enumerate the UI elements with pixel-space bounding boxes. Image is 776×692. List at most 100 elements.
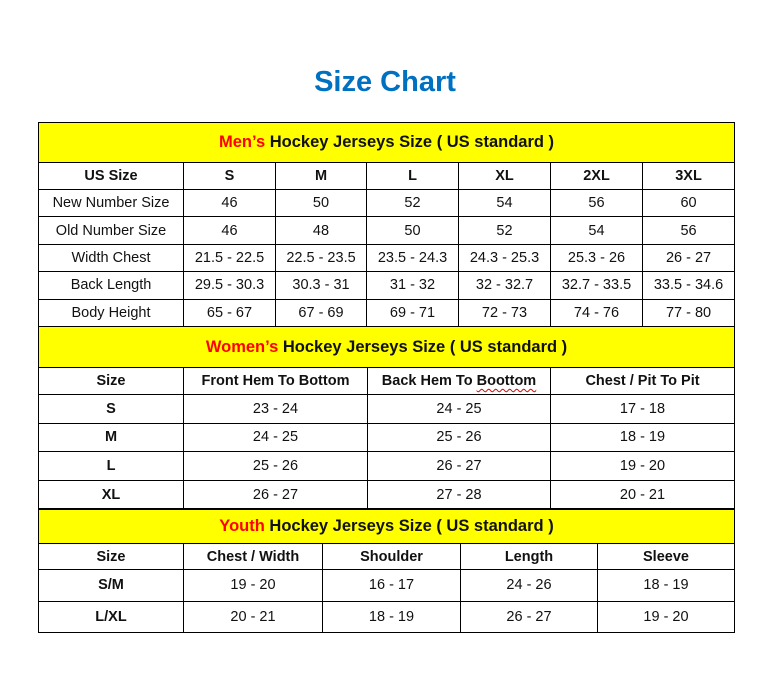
- table-cell: 32 - 32.7: [458, 271, 551, 300]
- table-cell: 54: [458, 188, 551, 218]
- column-header-label-part: Back Hem To: [381, 373, 477, 389]
- column-header: 2XL: [550, 162, 643, 190]
- table-row: M 24 - 25 25 - 26 18 - 19: [38, 422, 736, 453]
- table-cell: 22.5 - 23.5: [275, 243, 367, 273]
- column-header: US Size: [38, 162, 184, 190]
- women-column-headers: Size Front Hem To Bottom Back Hem To Boott…: [38, 367, 736, 395]
- women-header-row: Women’s Hockey Jerseys Size ( US standar…: [37, 326, 736, 368]
- table-cell: 19 - 20: [183, 569, 323, 602]
- table-cell: 65 - 67: [183, 298, 276, 327]
- table-cell: 27 - 28: [367, 479, 551, 510]
- table-cell: 17 - 18: [549, 394, 736, 424]
- table-cell: 50: [366, 216, 459, 245]
- table-cell: 26 - 27: [183, 479, 368, 510]
- table-cell: 32.7 - 33.5: [550, 271, 643, 300]
- column-header-label: Size: [96, 373, 126, 389]
- table-row: S/M 19 - 20 16 - 17 24 - 26 18 - 19: [38, 569, 736, 602]
- column-header-label: L: [408, 168, 417, 184]
- table-cell: 19 - 20: [549, 451, 736, 481]
- table-cell: 18 - 19: [549, 422, 736, 453]
- column-header-label: S: [224, 168, 235, 184]
- table-row: Body Height 65 - 67 67 - 69 69 - 71 72 - 73 7…: [38, 298, 736, 327]
- column-header-label: Front Hem To Bottom: [201, 373, 350, 389]
- youth-header-accent: Youth: [219, 517, 265, 535]
- table-cell: 52: [366, 188, 459, 218]
- table-cell: 25 - 26: [183, 451, 368, 481]
- row-label: S: [38, 394, 184, 424]
- column-header-label: 2XL: [583, 168, 610, 184]
- column-header-label: Back Hem To Boottom: [382, 373, 536, 389]
- table-row: Old Number Size 46 48 50 52 54 56: [38, 216, 736, 245]
- table-row: L 25 - 26 26 - 27 19 - 20: [38, 451, 736, 481]
- misspelled-word: Boottom: [476, 373, 537, 389]
- table-cell: 16 - 17: [322, 569, 461, 602]
- row-label: Body Height: [38, 298, 184, 327]
- women-header-text: Hockey Jerseys Size ( US standard ): [278, 337, 568, 356]
- column-header-label: Size: [96, 548, 126, 565]
- row-label: L/XL: [38, 600, 184, 633]
- table-cell: 56: [641, 216, 736, 245]
- column-header-label: Length: [504, 548, 554, 565]
- row-label: S/M: [38, 569, 184, 602]
- table-cell: 46: [183, 216, 276, 245]
- youth-size-table: Youth Hockey Jerseys Size ( US standard …: [37, 509, 736, 633]
- row-label: Back Length: [38, 271, 184, 300]
- column-header: Size: [38, 543, 184, 570]
- column-header: Front Hem To Bottom: [183, 367, 368, 395]
- table-cell: 29.5 - 30.3: [183, 271, 276, 300]
- column-header-label: XL: [495, 168, 514, 184]
- column-header: S: [183, 162, 276, 190]
- table-cell: 46: [183, 188, 276, 218]
- table-cell: 23.5 - 24.3: [366, 243, 459, 273]
- table-row: New Number Size 46 50 52 54 56 60: [38, 188, 736, 218]
- row-label: XL: [38, 479, 184, 510]
- table-cell: 24.3 - 25.3: [458, 243, 551, 273]
- table-cell: 24 - 26: [460, 569, 598, 602]
- table-cell: 20 - 21: [183, 600, 323, 633]
- table-cell: 25.3 - 26: [550, 243, 643, 273]
- womens-size-table: Women’s Hockey Jerseys Size ( US standar…: [37, 326, 736, 510]
- column-header-label: 3XL: [675, 168, 702, 184]
- column-header: Chest / Width: [183, 543, 323, 570]
- table-cell: 26 - 27: [641, 243, 736, 273]
- column-header: Sleeve: [596, 543, 736, 570]
- table-cell: 50: [275, 188, 367, 218]
- men-header-text: Hockey Jerseys Size ( US standard ): [265, 133, 555, 151]
- table-cell: 26 - 27: [460, 600, 598, 633]
- column-header-label: Chest / Width: [206, 548, 300, 565]
- column-header-label: Sleeve: [643, 548, 689, 565]
- column-header: 3XL: [641, 162, 736, 190]
- table-cell: 24 - 25: [367, 394, 551, 424]
- women-section-header: Women’s Hockey Jerseys Size ( US standar…: [37, 326, 736, 368]
- men-column-headers: US Size S M L XL 2XL 3XL: [38, 162, 736, 190]
- column-header: Length: [460, 543, 598, 570]
- table-cell: 19 - 20: [596, 600, 736, 633]
- page-title: Size Chart: [314, 66, 456, 98]
- table-cell: 25 - 26: [367, 422, 551, 453]
- table-cell: 60: [641, 188, 736, 218]
- column-header-label: Shoulder: [360, 548, 423, 565]
- row-label: M: [38, 422, 184, 453]
- men-header-accent: Men’s: [219, 133, 266, 151]
- table-cell: 21.5 - 22.5: [183, 243, 276, 273]
- column-header-label: US Size: [84, 168, 138, 184]
- table-cell: 24 - 25: [183, 422, 368, 453]
- men-header-row: Men’s Hockey Jerseys Size ( US standard …: [37, 122, 736, 163]
- youth-section-header: Youth Hockey Jerseys Size ( US standard …: [37, 509, 736, 544]
- table-cell: 20 - 21: [549, 479, 736, 510]
- table-row: Back Length 29.5 - 30.3 30.3 - 31 31 - 32 32…: [38, 271, 736, 300]
- table-cell: 67 - 69: [275, 298, 367, 327]
- table-cell: 23 - 24: [183, 394, 368, 424]
- men-section-header: Men’s Hockey Jerseys Size ( US standard …: [37, 122, 736, 163]
- column-header-label: Chest / Pit To Pit: [585, 373, 700, 389]
- row-label: Width Chest: [38, 243, 184, 273]
- table-cell: 18 - 19: [596, 569, 736, 602]
- table-row: Width Chest 21.5 - 22.5 22.5 - 23.5 23.5 - …: [38, 243, 736, 273]
- youth-header-text: Hockey Jerseys Size ( US standard ): [264, 517, 554, 535]
- table-cell: 56: [550, 188, 643, 218]
- column-header: L: [366, 162, 459, 190]
- women-header-accent: Women’s: [205, 337, 279, 356]
- table-cell: 52: [458, 216, 551, 245]
- row-label: Old Number Size: [38, 216, 184, 245]
- table-row: XL 26 - 27 27 - 28 20 - 21: [38, 479, 736, 510]
